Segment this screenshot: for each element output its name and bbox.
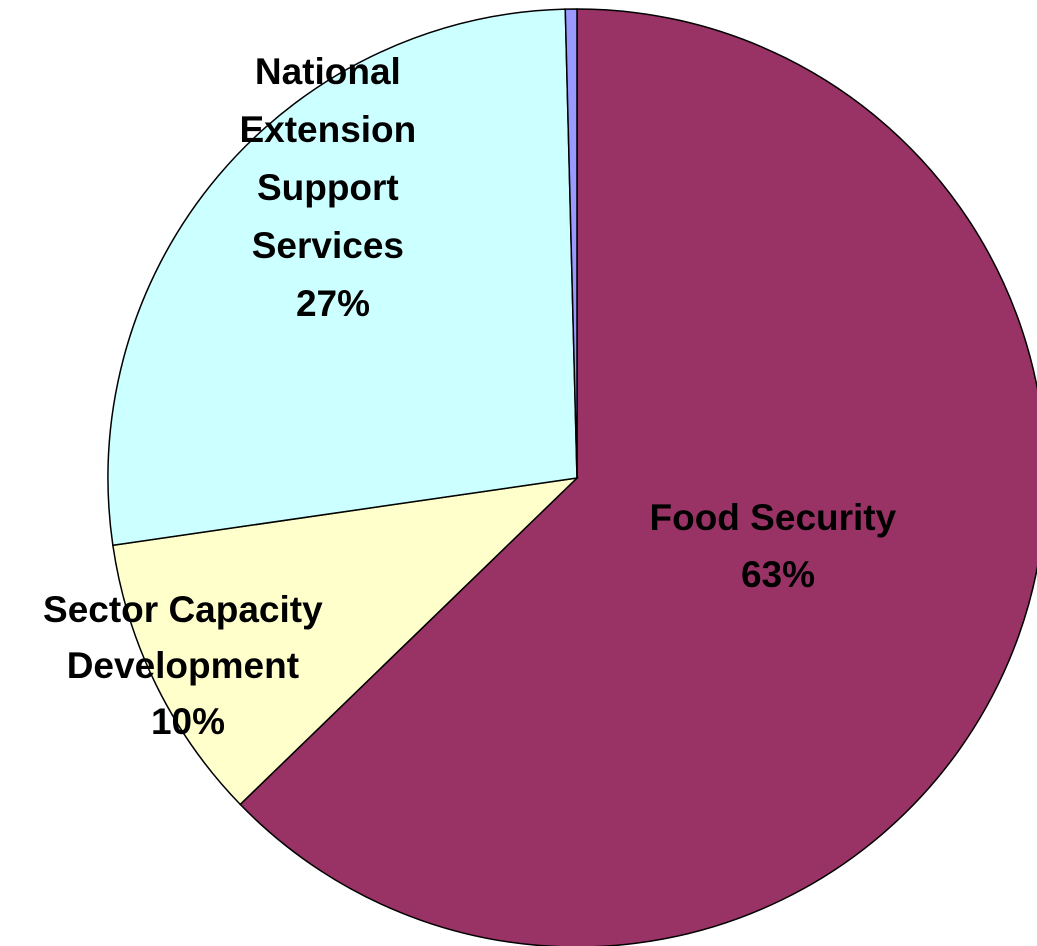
label-line: Development bbox=[67, 645, 299, 686]
label-line: 10% bbox=[151, 701, 225, 742]
label-line: National bbox=[255, 51, 401, 92]
slice-label-food-security: Food Security 63% bbox=[650, 497, 907, 595]
label-line: Extension bbox=[239, 109, 416, 150]
label-line: Support bbox=[257, 167, 399, 208]
slice-label-sector-capacity-development: Sector Capacity Development 10% bbox=[43, 589, 333, 742]
pie-slice-national-extension-support-services bbox=[107, 8, 578, 547]
label-line: Food Security bbox=[650, 497, 897, 538]
pie-slice-unlabeled-3 bbox=[564, 8, 578, 479]
pie-slice-sector-capacity-development bbox=[111, 476, 580, 806]
label-line: 27% bbox=[296, 283, 370, 324]
pie-slices bbox=[107, 8, 1037, 946]
pie-slice-food-security bbox=[239, 8, 1037, 946]
label-line: Sector Capacity bbox=[43, 589, 323, 630]
label-line: 63% bbox=[741, 554, 815, 595]
slice-label-national-extension-support-services: National Extension Support Services 27% bbox=[239, 51, 426, 324]
label-line: Services bbox=[252, 225, 404, 266]
